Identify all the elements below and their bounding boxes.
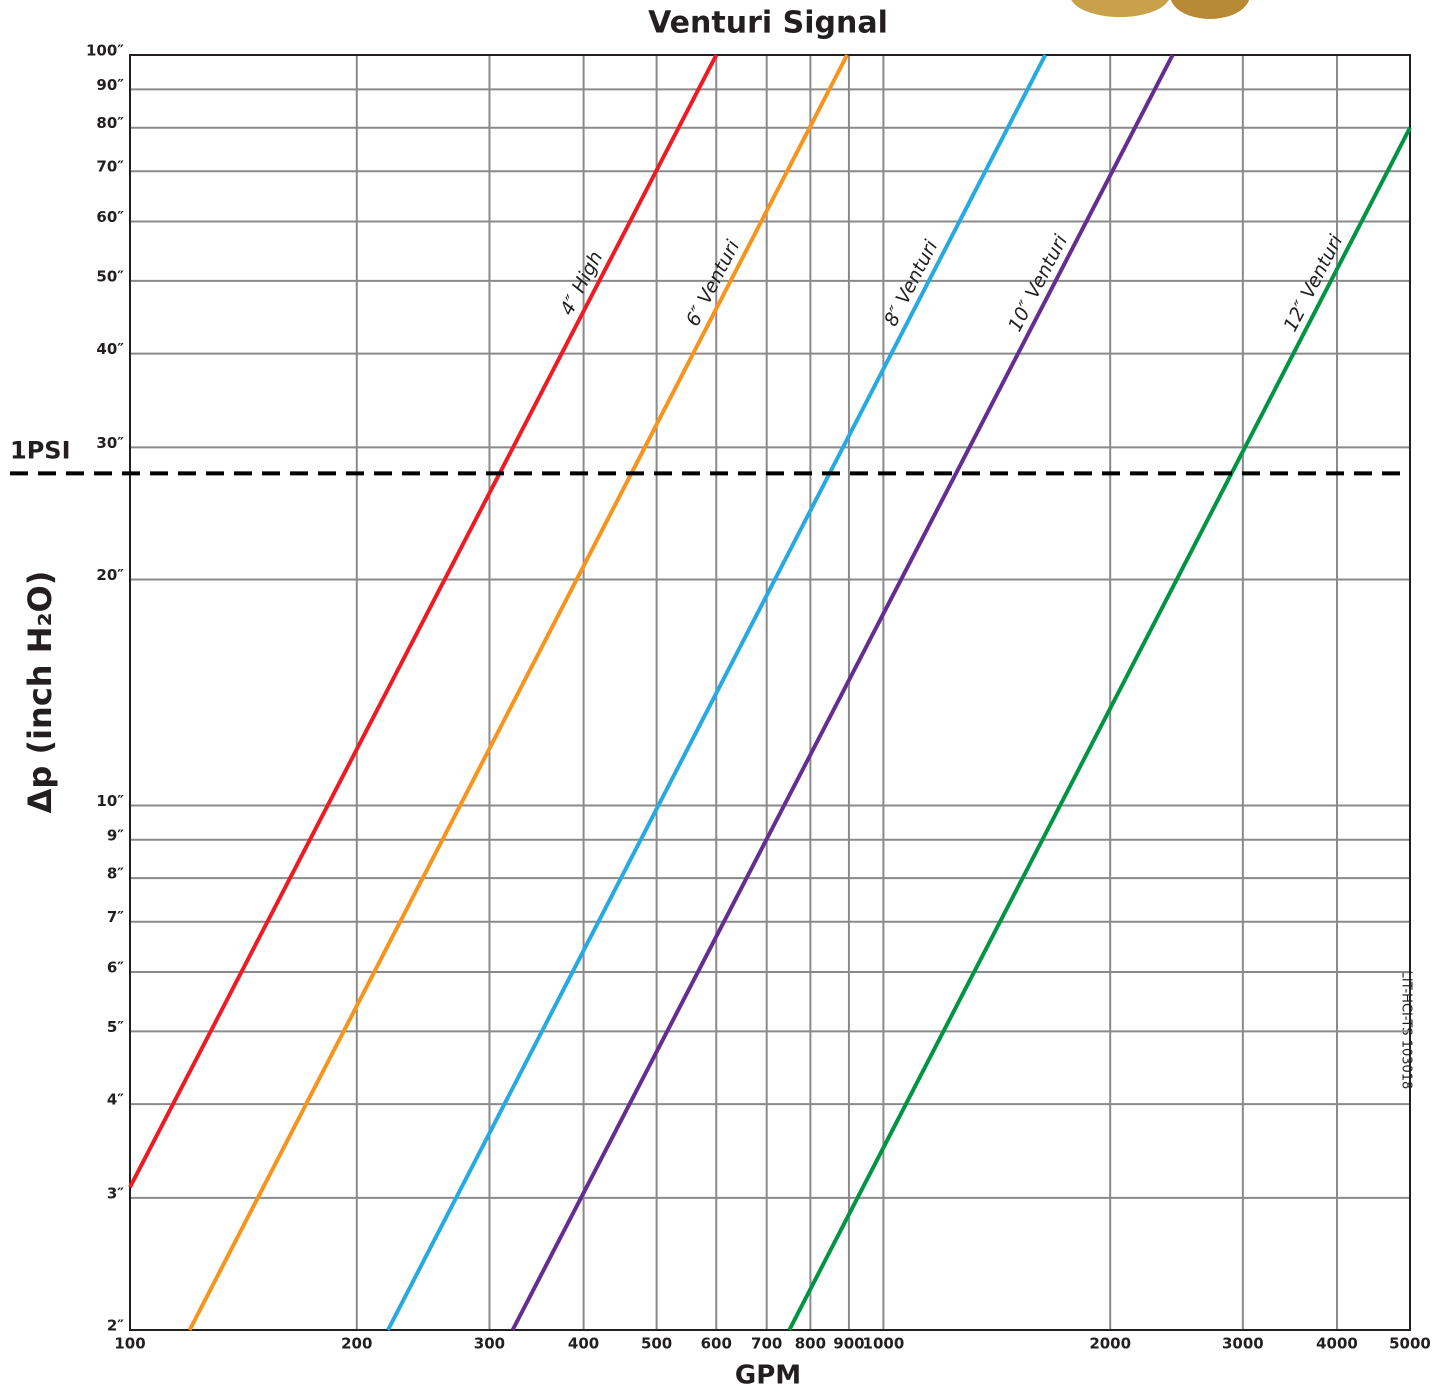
y-tick-label: 4″ [107,1091,124,1109]
x-tick-label: 100 [114,1335,145,1353]
y-tick-label: 90″ [96,76,124,94]
decorative-fitting [1170,0,1250,19]
y-tick-label: 6″ [107,958,124,976]
x-tick-label: 300 [474,1335,505,1353]
series-line [187,54,849,1331]
x-tick-label: 700 [751,1335,782,1353]
x-tick-label: 2000 [1089,1335,1131,1353]
y-tick-label: 80″ [96,114,124,132]
y-tick-label: 10″ [96,792,124,810]
x-tick-label: 900 [833,1335,864,1353]
y-tick-label: 3″ [107,1184,124,1202]
x-tick-label: 600 [701,1335,732,1353]
x-axis-label: GPM [735,1361,801,1391]
x-tick-label: 800 [795,1335,826,1353]
y-tick-label: 30″ [96,434,124,452]
y-tick-label: 9″ [107,826,124,844]
x-tick-label: 1000 [863,1335,905,1353]
y-tick-label: 8″ [107,865,124,883]
series-line [510,54,1175,1331]
x-tick-label: 4000 [1316,1335,1358,1353]
y-tick-label: 50″ [96,267,124,285]
series-line [386,54,1048,1331]
y-axis-label: Δp (inch H₂O) [21,571,59,814]
series-line [787,126,1412,1331]
y-tick-label: 100″ [86,42,124,60]
decorative-fitting [1071,0,1169,17]
y-tick-label: 60″ [96,208,124,226]
y-tick-label: 40″ [96,340,124,358]
series-line [128,54,719,1189]
side-note: LIT-HCI-TS 103018 [1399,971,1414,1090]
x-tick-label: 400 [568,1335,599,1353]
y-tick-label: 2″ [107,1317,124,1335]
x-tick-label: 200 [341,1335,372,1353]
y-tick-label: 7″ [107,908,124,926]
y-tick-label: 5″ [107,1018,124,1036]
reference-label: 1PSI [10,436,71,464]
y-tick-label: 20″ [96,566,124,584]
y-tick-label: 70″ [96,158,124,176]
x-tick-label: 5000 [1389,1335,1431,1353]
x-tick-label: 3000 [1222,1335,1264,1353]
chart-title: Venturi Signal [648,6,888,41]
plot-frame [129,54,1411,1331]
x-tick-label: 500 [641,1335,672,1353]
series-label: 10″ Venturi [1004,231,1072,335]
